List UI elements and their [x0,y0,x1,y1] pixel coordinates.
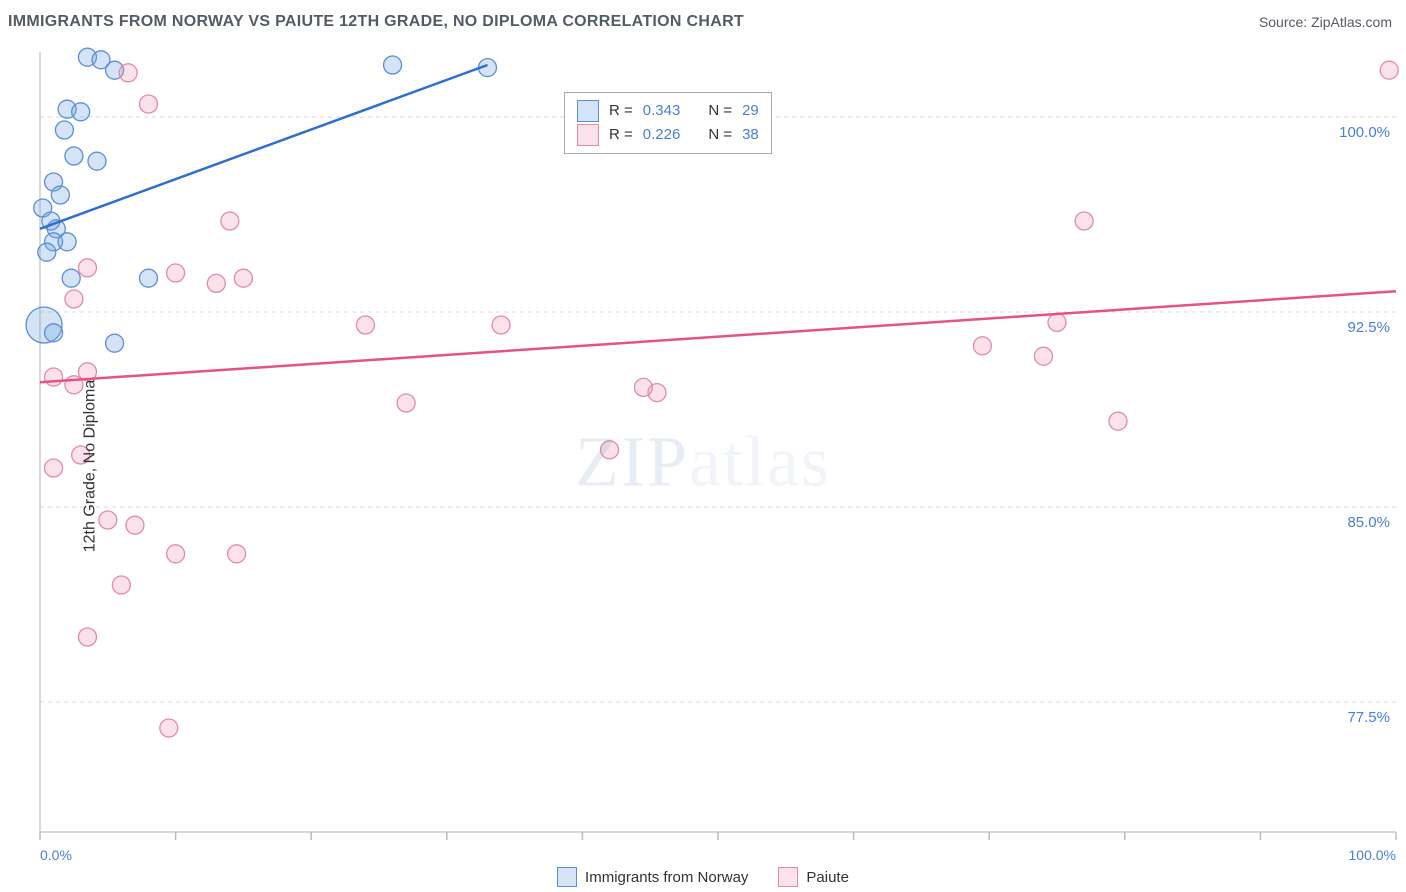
n-label: N = [708,123,732,147]
y-axis-label: 12th Grade, No Diploma [81,380,99,553]
series-legend: Immigrants from Norway Paiute [0,862,1406,892]
source-label: Source: ZipAtlas.com [1259,14,1392,30]
chart-title: IMMIGRANTS FROM NORWAY VS PAIUTE 12TH GR… [8,13,744,31]
r-value-series2: 0.226 [643,123,681,147]
r-value-series1: 0.343 [643,99,681,123]
legend-swatch-icon [557,867,577,887]
svg-text:100.0%: 100.0% [1339,124,1390,141]
svg-text:77.5%: 77.5% [1347,709,1390,726]
r-label: R = [609,123,633,147]
correlation-legend: R = 0.343 N = 29 R = 0.226 N = 38 [564,92,772,154]
svg-text:92.5%: 92.5% [1347,319,1390,336]
n-value-series1: 29 [742,99,759,123]
svg-text:85.0%: 85.0% [1347,514,1390,531]
svg-text:0.0%: 0.0% [40,847,72,863]
chart-area: 12th Grade, No Diploma ZIPatlas 77.5%85.… [0,40,1406,892]
n-value-series2: 38 [742,123,759,147]
chart-header: IMMIGRANTS FROM NORWAY VS PAIUTE 12TH GR… [0,0,1406,40]
legend-row-series2: R = 0.226 N = 38 [577,123,759,147]
n-label: N = [708,99,732,123]
legend-item-series2: Paiute [778,867,849,887]
legend-item-series1: Immigrants from Norway [557,867,748,887]
legend-row-series1: R = 0.343 N = 29 [577,99,759,123]
legend-swatch-icon [778,867,798,887]
legend-swatch-series2 [577,124,599,146]
legend-swatch-series1 [577,100,599,122]
legend-label-series1: Immigrants from Norway [585,869,748,886]
svg-text:100.0%: 100.0% [1349,847,1396,863]
r-label: R = [609,99,633,123]
scatter-plot-svg: 77.5% 85.0% 92.5% 100.0% 0.0% 100.0% [0,40,1406,892]
legend-label-series2: Paiute [806,869,849,886]
